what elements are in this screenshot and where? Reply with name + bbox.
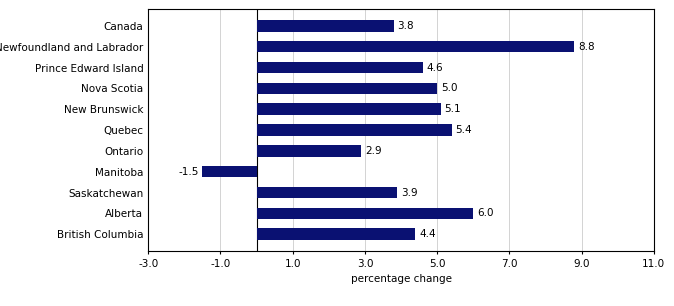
Bar — [257, 208, 473, 219]
Text: 4.4: 4.4 — [419, 229, 435, 239]
Bar — [257, 103, 441, 115]
Text: 3.9: 3.9 — [401, 188, 418, 198]
Bar — [257, 229, 415, 240]
Bar — [257, 41, 574, 52]
Bar — [257, 83, 437, 94]
Bar — [257, 20, 394, 32]
Bar — [257, 145, 361, 157]
Text: 2.9: 2.9 — [365, 146, 381, 156]
Bar — [202, 166, 257, 177]
Text: 8.8: 8.8 — [578, 42, 594, 52]
Text: -1.5: -1.5 — [179, 167, 199, 177]
Text: 5.1: 5.1 — [444, 104, 461, 114]
Text: 5.0: 5.0 — [441, 84, 457, 93]
Text: 6.0: 6.0 — [477, 208, 493, 218]
Bar — [257, 187, 398, 198]
Bar — [257, 124, 452, 136]
Text: 5.4: 5.4 — [455, 125, 472, 135]
Text: 4.6: 4.6 — [426, 62, 443, 73]
Text: 3.8: 3.8 — [398, 21, 414, 31]
X-axis label: percentage change: percentage change — [350, 274, 452, 284]
Bar — [257, 62, 423, 73]
